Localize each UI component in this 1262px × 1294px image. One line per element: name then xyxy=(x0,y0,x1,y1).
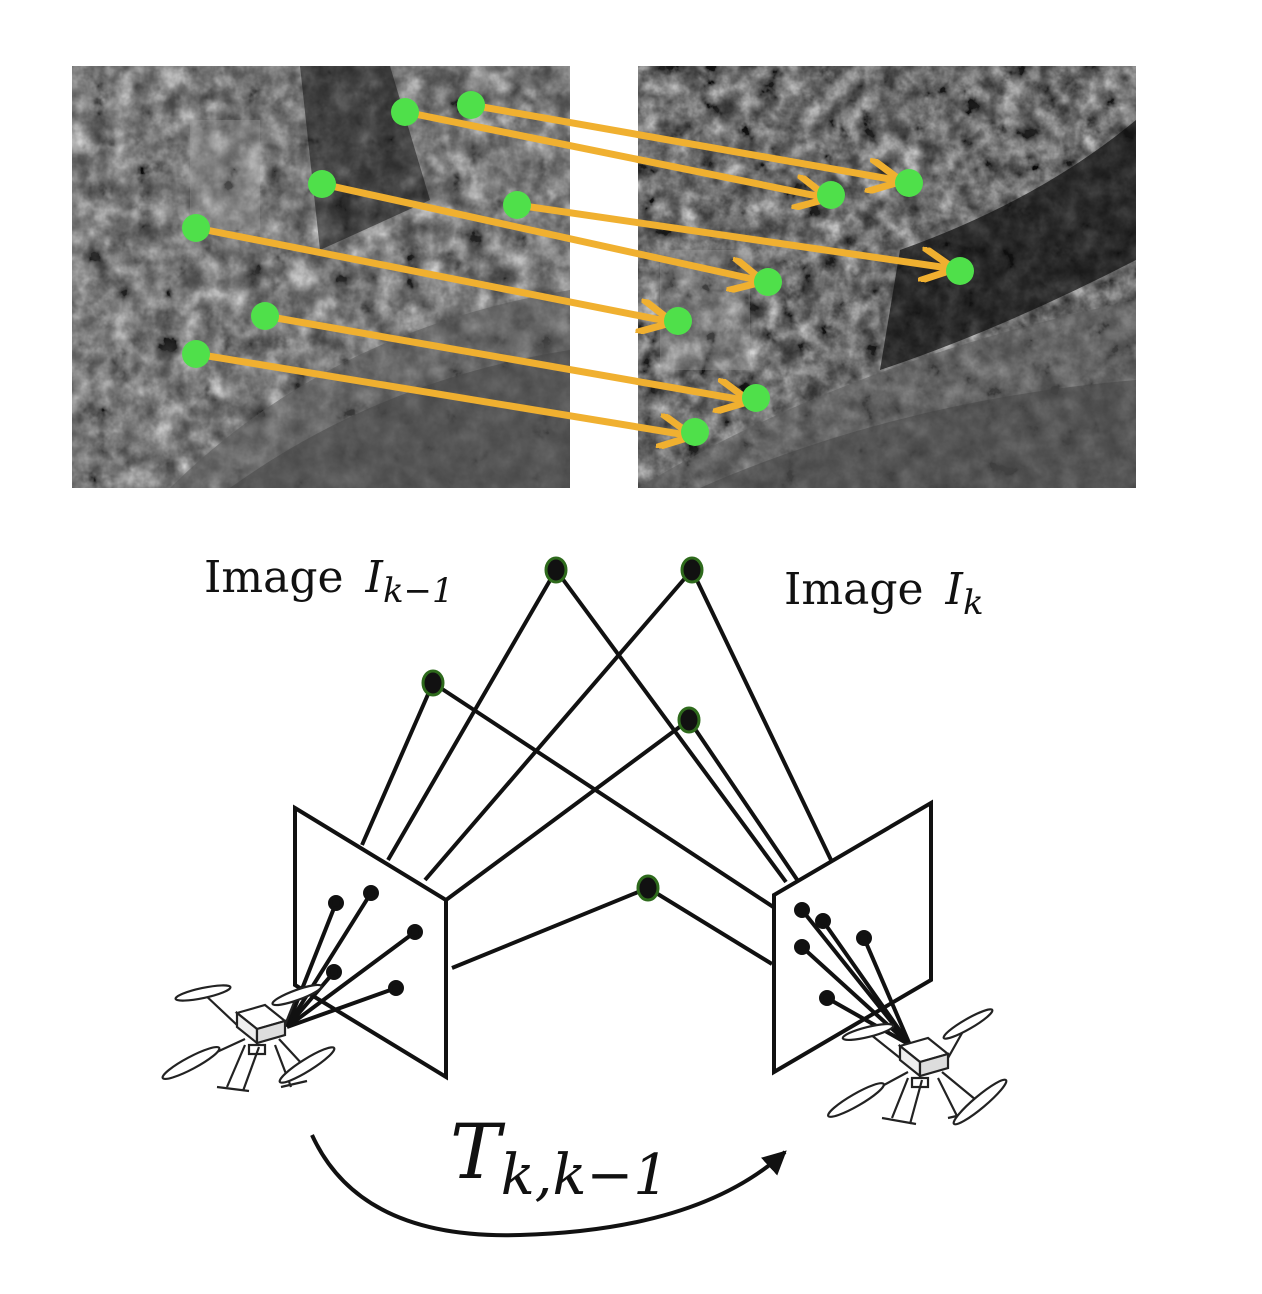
match-arrow xyxy=(513,201,948,268)
landmark xyxy=(421,669,445,697)
match-arrow xyxy=(318,180,757,280)
image-plane-prev xyxy=(293,804,448,1081)
drone-icon xyxy=(827,1008,1008,1126)
camera-rays-curr xyxy=(794,902,912,1047)
keypoint xyxy=(251,302,279,330)
keypoint xyxy=(457,91,485,119)
transform-label: Tk,k−1 xyxy=(450,1107,669,1208)
image-prev-label: Image Ik−1 xyxy=(204,552,454,611)
camera-rays-prev xyxy=(285,885,423,1029)
image-plane-curr xyxy=(772,799,933,1076)
match-arrow xyxy=(192,350,686,435)
keypoint xyxy=(895,169,923,197)
keypoint xyxy=(391,98,419,126)
projection-rays xyxy=(360,568,834,970)
keypoint xyxy=(308,170,336,198)
match-arrow xyxy=(192,224,666,321)
keypoints xyxy=(182,91,974,446)
feature-matches xyxy=(192,101,948,435)
keypoint xyxy=(182,214,210,242)
landmark xyxy=(680,556,704,584)
match-arrow xyxy=(401,108,822,197)
landmarks xyxy=(421,556,704,902)
drone-icon xyxy=(161,983,336,1093)
keypoint xyxy=(664,307,692,335)
keypoint xyxy=(503,191,531,219)
image-curr-photo xyxy=(638,66,1136,488)
landmark xyxy=(544,556,568,584)
keypoint xyxy=(182,340,210,368)
keypoint xyxy=(681,418,709,446)
match-arrow xyxy=(467,101,895,180)
landmark xyxy=(677,706,701,734)
transform-arrow xyxy=(310,1134,787,1238)
keypoint xyxy=(754,268,782,296)
keypoint xyxy=(946,257,974,285)
landmark xyxy=(636,874,660,902)
keypoint xyxy=(817,181,845,209)
keypoint xyxy=(742,384,770,412)
match-arrow xyxy=(261,312,743,400)
image-curr-label: Image Ik xyxy=(784,564,984,623)
